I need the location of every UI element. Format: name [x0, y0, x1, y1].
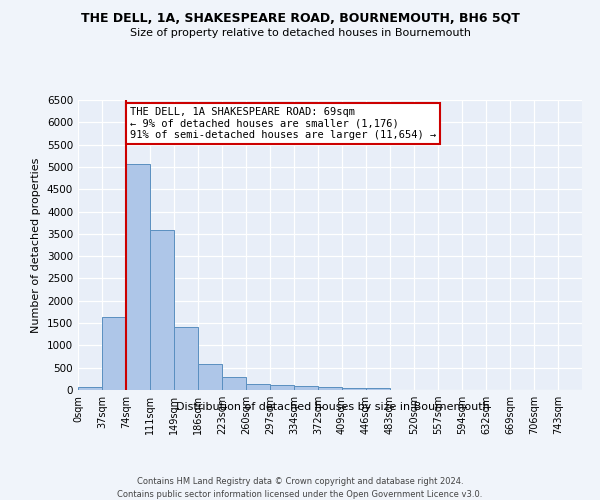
Bar — [78, 386, 102, 390]
Bar — [150, 230, 174, 390]
Text: Size of property relative to detached houses in Bournemouth: Size of property relative to detached ho… — [130, 28, 470, 38]
Bar — [198, 364, 222, 390]
Bar — [174, 327, 198, 390]
Bar — [222, 377, 246, 390]
Bar — [126, 164, 150, 390]
Text: THE DELL, 1A SHAKESPEARE ROAD: 69sqm
← 9% of detached houses are smaller (1,176): THE DELL, 1A SHAKESPEARE ROAD: 69sqm ← 9… — [130, 106, 436, 140]
Text: THE DELL, 1A, SHAKESPEARE ROAD, BOURNEMOUTH, BH6 5QT: THE DELL, 1A, SHAKESPEARE ROAD, BOURNEMO… — [80, 12, 520, 26]
Text: Contains public sector information licensed under the Open Government Licence v3: Contains public sector information licen… — [118, 490, 482, 499]
Text: Distribution of detached houses by size in Bournemouth: Distribution of detached houses by size … — [176, 402, 490, 412]
Bar — [246, 384, 270, 390]
Bar — [342, 388, 366, 390]
Bar — [318, 387, 342, 390]
Bar — [102, 318, 126, 390]
Bar — [294, 386, 318, 390]
Bar — [366, 388, 390, 390]
Y-axis label: Number of detached properties: Number of detached properties — [31, 158, 41, 332]
Bar — [270, 385, 294, 390]
Text: Contains HM Land Registry data © Crown copyright and database right 2024.: Contains HM Land Registry data © Crown c… — [137, 478, 463, 486]
